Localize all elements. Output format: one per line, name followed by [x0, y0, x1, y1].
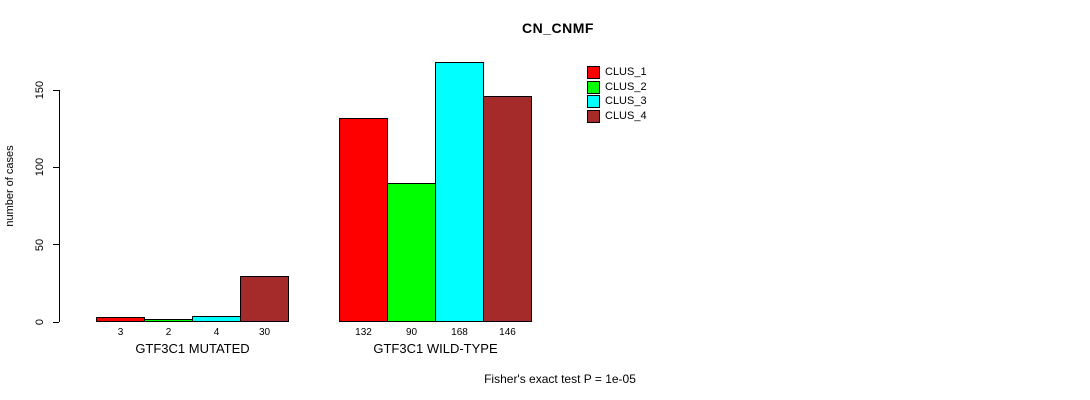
y-tick-label: 100 [34, 158, 46, 177]
legend: CLUS_1 CLUS_2 CLUS_3 CLUS_4 [587, 66, 647, 123]
y-tick [53, 244, 59, 246]
bar-value-label: 3 [117, 327, 124, 338]
y-tick [53, 89, 59, 91]
y-axis-label: number of cases [4, 145, 16, 227]
legend-item-clus_1: CLUS_1 [587, 66, 647, 80]
legend-swatch-icon [587, 109, 600, 123]
bar-clus_4-group2 [483, 96, 532, 322]
bar-value-label: 4 [213, 327, 220, 338]
legend-swatch-icon [587, 80, 600, 94]
bar-clus_1-group1 [96, 317, 145, 322]
bar-clus_2-group1 [144, 319, 193, 322]
bar-clus_3-group2 [435, 62, 484, 322]
bar-value-label: 90 [405, 327, 418, 338]
statistical-test-footnote: Fisher's exact test P = 1e-05 [484, 372, 636, 386]
legend-item-clus_2: CLUS_2 [587, 80, 647, 95]
y-axis-line [59, 90, 60, 322]
bar-clus_2-group2 [387, 183, 436, 322]
legend-label: CLUS_2 [605, 80, 647, 93]
group-label: GTF3C1 MUTATED [135, 341, 250, 356]
bar-value-label: 30 [258, 327, 271, 338]
legend-item-clus_4: CLUS_4 [587, 109, 647, 124]
y-tick-label: 150 [34, 80, 46, 100]
y-tick-label: 50 [34, 238, 46, 251]
y-tick [53, 321, 59, 323]
legend-label: CLUS_4 [605, 109, 647, 122]
y-tick-label: 0 [34, 318, 46, 326]
chart-title: CN_CNMF [522, 20, 594, 36]
legend-label: CLUS_1 [605, 66, 647, 79]
y-tick [53, 166, 59, 168]
bar-value-label: 146 [499, 327, 516, 338]
legend-swatch-icon [587, 95, 600, 109]
group-label: GTF3C1 WILD-TYPE [373, 341, 498, 356]
bar-clus_3-group1 [192, 316, 241, 322]
bar-clus_4-group1 [240, 276, 289, 322]
legend-label: CLUS_3 [605, 95, 647, 108]
bar-value-label: 168 [451, 327, 468, 338]
legend-item-clus_3: CLUS_3 [587, 95, 647, 109]
bar-value-label: 132 [355, 327, 372, 338]
bar-clus_1-group2 [339, 118, 388, 322]
bar-value-label: 2 [165, 327, 172, 338]
legend-swatch-icon [587, 66, 600, 80]
